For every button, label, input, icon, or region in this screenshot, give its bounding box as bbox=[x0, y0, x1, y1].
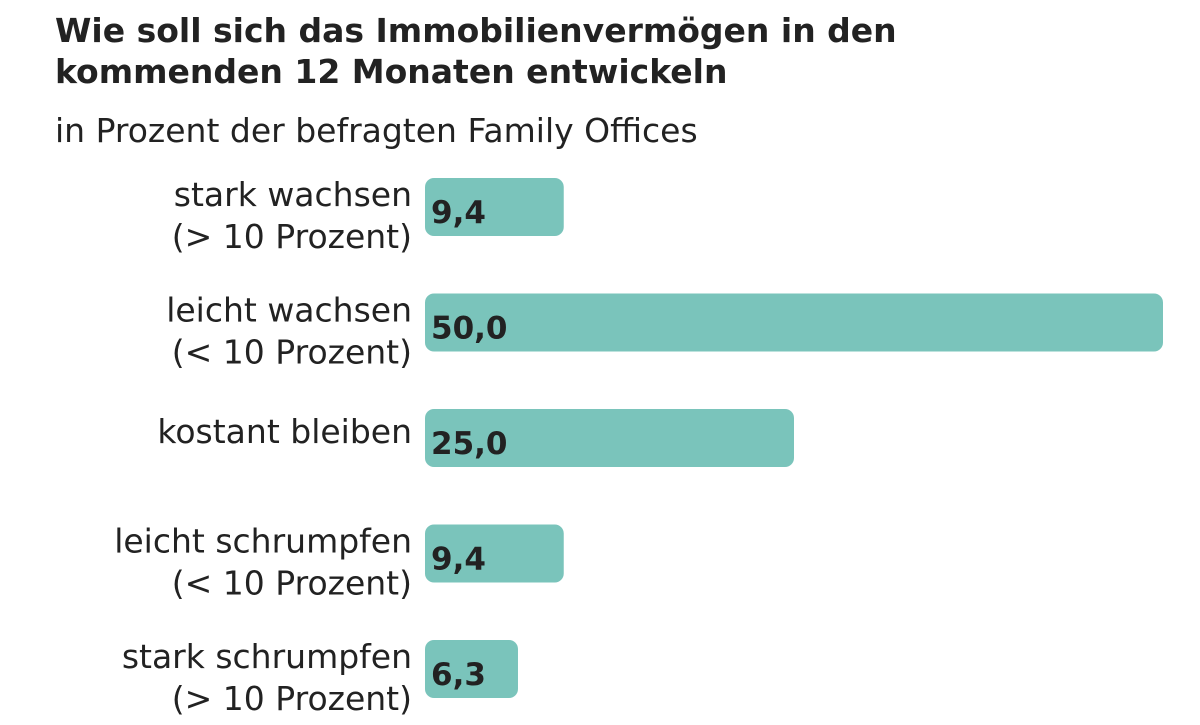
category-label: stark schrumpfen bbox=[122, 637, 412, 676]
value-label: 9,4 bbox=[431, 195, 486, 231]
category-label: (> 10 Prozent) bbox=[172, 217, 412, 256]
category-label: (> 10 Prozent) bbox=[172, 679, 412, 718]
value-label: 50,0 bbox=[431, 311, 508, 347]
bar bbox=[425, 178, 564, 236]
category-label: (< 10 Prozent) bbox=[172, 564, 412, 603]
chart-subtitle: in Prozent der befragten Family Offices bbox=[55, 111, 698, 150]
bar bbox=[425, 640, 518, 698]
category-label: leicht wachsen bbox=[166, 291, 412, 330]
bar bbox=[425, 524, 564, 583]
chart-title: Wie soll sich das Immobilienvermögen in … bbox=[55, 11, 897, 50]
chart-title: kommenden 12 Monaten entwickeln bbox=[55, 52, 727, 91]
bar bbox=[425, 293, 1163, 352]
value-label: 9,4 bbox=[431, 542, 486, 578]
category-label: kostant bleiben bbox=[157, 412, 412, 451]
category-label: leicht schrumpfen bbox=[114, 522, 412, 561]
value-label: 6,3 bbox=[431, 657, 486, 693]
category-label: (< 10 Prozent) bbox=[172, 333, 412, 372]
bar bbox=[425, 409, 794, 467]
category-label: stark wachsen bbox=[174, 175, 412, 214]
value-label: 25,0 bbox=[431, 426, 508, 462]
